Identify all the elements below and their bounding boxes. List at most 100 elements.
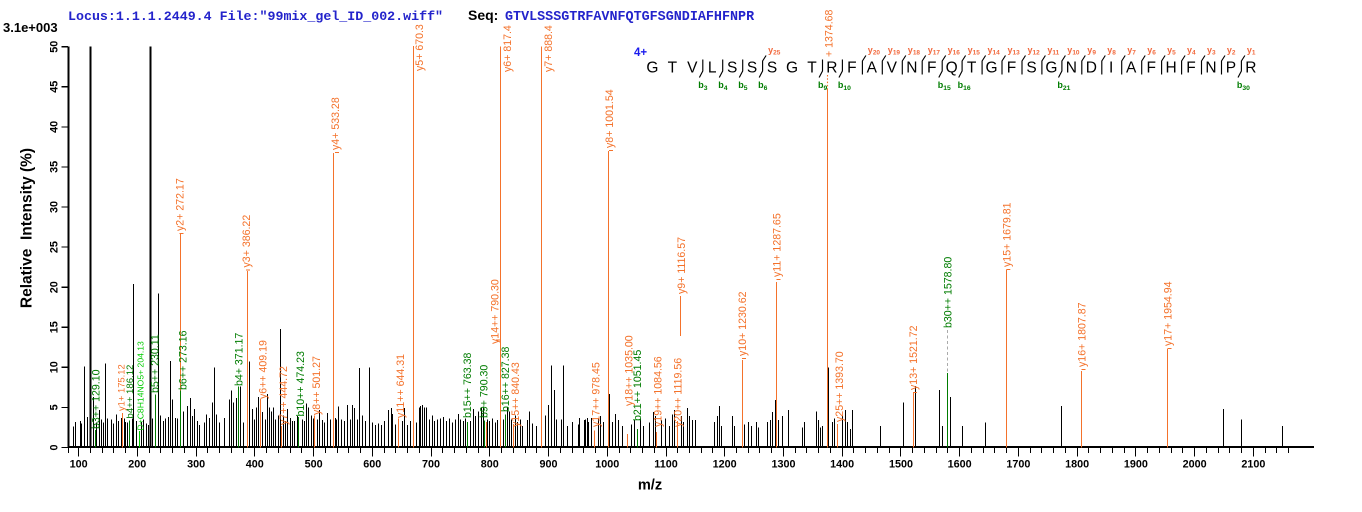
svg-text:b16: b16 [958,80,971,92]
svg-text:y10+ 1230.62: y10+ 1230.62 [737,291,749,356]
svg-text:y6++ 409.19: y6++ 409.19 [258,340,270,399]
svg-text:y4: y4 [1187,45,1196,57]
svg-text:2100: 2100 [1241,459,1265,471]
svg-text:y14++ 790.30: y14++ 790.30 [490,279,502,344]
svg-text:200: 200 [128,459,146,471]
svg-text:y8+ 1001.54: y8+ 1001.54 [604,89,616,148]
svg-text:Q: Q [946,60,958,77]
svg-text:R: R [1245,60,1256,77]
svg-text:700: 700 [422,459,440,471]
svg-text:R: R [826,60,837,77]
svg-text:Relative Intensity (%): Relative Intensity (%) [19,148,36,308]
svg-text:10: 10 [49,361,61,373]
svg-text:F: F [847,60,856,77]
svg-text:y16: y16 [948,45,961,57]
svg-text:b4: b4 [718,80,728,92]
svg-text:y2: y2 [1227,45,1236,57]
svg-text:y13: y13 [1008,45,1021,57]
svg-text:y17: y17 [928,45,941,57]
svg-text:L: L [708,60,717,77]
svg-text:4+: 4+ [634,47,647,59]
svg-text:y3: y3 [1207,45,1216,57]
svg-text:G: G [646,60,658,77]
svg-text:35: 35 [49,161,61,173]
svg-text:15: 15 [49,321,61,333]
svg-text:GTVLSSSGTRFAVNFQTGFSGNDIAFHFNP: GTVLSSSGTRFAVNFQTGFSGNDIAFHFNPR [505,10,755,25]
svg-text:y9: y9 [1087,45,1096,57]
svg-text:45: 45 [49,81,61,93]
svg-text:G: G [786,60,798,77]
svg-text:b15++ 763.38: b15++ 763.38 [462,352,474,418]
svg-text:y7+ 888.4: y7+ 888.4 [543,25,555,72]
svg-text:F: F [1186,60,1195,77]
svg-text:b30: b30 [1237,80,1250,92]
svg-text:T: T [967,60,977,77]
svg-text:20: 20 [49,281,61,293]
svg-text:1300: 1300 [771,459,795,471]
svg-text:1000: 1000 [595,459,619,471]
svg-text:A: A [1126,60,1137,77]
svg-text:y15++ 840.43: y15++ 840.43 [510,362,522,427]
svg-text:D+C8H14NO5+ 204.13: D+C8H14NO5+ 204.13 [136,341,146,431]
svg-text:400: 400 [246,459,264,471]
svg-text:m/z: m/z [638,478,662,494]
svg-text:y6+ 817.4: y6+ 817.4 [502,25,514,72]
svg-text:y5+ 670.3: y5+ 670.3 [414,24,426,71]
svg-text:F: F [1007,60,1016,77]
svg-text:0: 0 [49,444,61,450]
svg-text:b3++ 129.10: b3++ 129.10 [91,369,103,429]
svg-text:y17+ 1954.94: y17+ 1954.94 [1163,281,1175,346]
svg-text:b3: b3 [698,80,708,92]
svg-text:600: 600 [363,459,381,471]
svg-text:y19++ 1084.56: y19++ 1084.56 [653,356,665,427]
svg-text:N: N [1066,60,1077,77]
svg-text:b10++ 474.23: b10++ 474.23 [295,351,307,417]
svg-text:800: 800 [481,459,499,471]
svg-text:y1: y1 [1247,45,1256,57]
svg-text:b4++ 186.12: b4++ 186.12 [125,365,136,419]
svg-text:y11++ 644.31: y11++ 644.31 [395,354,407,418]
svg-text:S: S [1026,60,1036,77]
svg-text:y1+ 175.12: y1+ 175.12 [116,364,127,411]
svg-text:900: 900 [539,459,557,471]
svg-text:V: V [687,60,698,77]
svg-text:y12: y12 [1028,45,1041,57]
svg-text:Locus:1.1.1.2449.4 File:"99mix: Locus:1.1.1.2449.4 File:"99mix_gel_ID_00… [68,9,443,24]
svg-text:2000: 2000 [1183,459,1207,471]
svg-text:T: T [668,60,678,77]
svg-text:b15: b15 [938,80,951,92]
svg-text:S: S [727,60,737,77]
svg-text:y8: y8 [1107,45,1116,57]
svg-text:y25++ 1393.70: y25++ 1393.70 [834,351,846,422]
svg-text:y2+ 272.17: y2+ 272.17 [175,178,187,231]
svg-text:y8++ 501.27: y8++ 501.27 [311,356,323,415]
svg-text:50: 50 [49,41,61,53]
svg-text:Seq:: Seq: [468,7,498,23]
svg-text:b21++ 1051.45: b21++ 1051.45 [632,350,644,421]
svg-text:T: T [807,60,817,77]
svg-text:300: 300 [187,459,205,471]
svg-text:y13+ 1521.72: y13+ 1521.72 [908,325,920,390]
svg-text:3.1e+003: 3.1e+003 [3,20,58,35]
svg-text:y4+ 533.28: y4+ 533.28 [330,97,342,150]
svg-text:F: F [927,60,936,77]
svg-text:y10: y10 [1067,45,1080,57]
svg-text:b10: b10 [838,80,851,92]
svg-text:1800: 1800 [1065,459,1089,471]
svg-text:V: V [887,60,898,77]
svg-text:y6: y6 [1147,45,1156,57]
svg-text:y18: y18 [908,45,921,57]
svg-text:y9+ 1116.57: y9+ 1116.57 [676,237,688,294]
svg-text:y19: y19 [888,45,901,57]
svg-text:G: G [1045,60,1057,77]
svg-text:y15: y15 [968,45,981,57]
svg-text:40: 40 [49,121,61,133]
svg-text:y25: y25 [768,45,781,57]
svg-text:1400: 1400 [830,459,854,471]
svg-text:G: G [985,60,997,77]
svg-text:30: 30 [49,201,61,213]
svg-text:1200: 1200 [713,459,737,471]
svg-text:b9+ 790.30: b9+ 790.30 [479,365,491,418]
svg-text:b4+ 371.17: b4+ 371.17 [234,333,246,386]
svg-text:b5: b5 [738,80,748,92]
